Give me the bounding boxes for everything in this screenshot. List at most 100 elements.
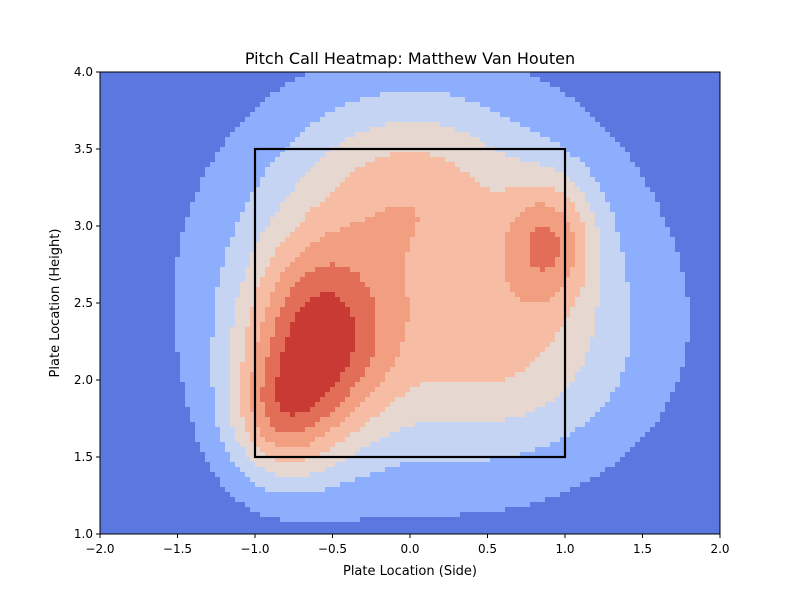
heat-cell (600, 217, 606, 223)
heat-cell (450, 242, 456, 248)
heat-cell (395, 267, 401, 273)
heat-cell (680, 132, 686, 138)
heat-cell (550, 227, 556, 233)
heat-cell (545, 217, 551, 223)
heat-cell (620, 72, 626, 78)
heat-cell (550, 197, 556, 203)
heat-cell (255, 262, 261, 268)
heat-cell (215, 212, 221, 218)
heat-cell (590, 207, 596, 213)
heat-cell (365, 97, 371, 103)
heat-cell (665, 257, 671, 263)
heat-cell (100, 132, 106, 138)
heat-cell (695, 87, 701, 93)
heat-cell (140, 162, 146, 168)
heat-cell (215, 77, 221, 83)
heat-cell (465, 257, 471, 263)
heat-cell (620, 132, 626, 138)
heat-cell (435, 82, 441, 88)
heat-cell (630, 127, 636, 133)
heat-cell (590, 242, 596, 248)
heat-cell (270, 232, 276, 238)
heat-cell (480, 197, 486, 203)
heat-cell (430, 162, 436, 168)
heat-cell (420, 77, 426, 83)
heat-cell (550, 142, 556, 148)
heat-cell (450, 72, 456, 78)
heat-cell (480, 177, 486, 183)
heat-cell (550, 207, 556, 213)
heat-cell (150, 87, 156, 93)
heat-cell (210, 92, 216, 98)
heat-cell (410, 152, 416, 158)
heat-cell (395, 257, 401, 263)
heat-cell (685, 252, 691, 258)
heat-cell (655, 117, 661, 123)
heat-cell (215, 267, 221, 273)
heat-cell (605, 167, 611, 173)
heat-cell (455, 127, 461, 133)
heat-cell (470, 217, 476, 223)
heat-cell (305, 182, 311, 188)
heat-cell (680, 82, 686, 88)
heat-cell (300, 127, 306, 133)
heat-cell (340, 187, 346, 193)
heat-cell (280, 152, 286, 158)
heat-cell (625, 162, 631, 168)
heat-cell (470, 267, 476, 273)
heat-cell (285, 127, 291, 133)
heat-cell (105, 147, 111, 153)
heat-cell (225, 162, 231, 168)
heat-cell (565, 227, 571, 233)
heat-cell (270, 77, 276, 83)
heat-cell (135, 87, 141, 93)
heat-cell (675, 247, 681, 253)
heat-cell (165, 272, 171, 278)
heat-cell (500, 82, 506, 88)
heat-cell (160, 247, 166, 253)
heat-cell (445, 92, 451, 98)
heat-cell (420, 232, 426, 238)
heat-cell (405, 217, 411, 223)
heat-cell (150, 202, 156, 208)
heat-cell (425, 102, 431, 108)
heat-cell (340, 112, 346, 118)
heat-cell (460, 107, 466, 113)
heat-cell (195, 107, 201, 113)
heat-cell (475, 247, 481, 253)
heat-cell (240, 142, 246, 148)
heat-cell (695, 217, 701, 223)
heat-cell (385, 187, 391, 193)
heat-cell (345, 187, 351, 193)
heat-cell (650, 132, 656, 138)
heat-cell (445, 132, 451, 138)
heat-cell (385, 197, 391, 203)
heat-cell (645, 222, 651, 228)
heat-cell (560, 222, 566, 228)
heat-cell (690, 182, 696, 188)
heat-cell (245, 102, 251, 108)
heat-cell (125, 212, 131, 218)
heat-cell (215, 217, 221, 223)
heat-cell (690, 72, 696, 78)
heat-cell (235, 207, 241, 213)
heat-cell (570, 257, 576, 263)
heat-cell (680, 147, 686, 153)
heat-cell (520, 107, 526, 113)
heat-cell (365, 87, 371, 93)
heat-cell (240, 257, 246, 263)
heat-cell (185, 207, 191, 213)
heat-cell (255, 127, 261, 133)
heat-cell (660, 122, 666, 128)
heat-cell (340, 127, 346, 133)
heat-cell (625, 152, 631, 158)
heat-cell (110, 77, 116, 83)
heat-cell (275, 87, 281, 93)
heat-cell (600, 122, 606, 128)
heat-cell (595, 102, 601, 108)
heat-cell (610, 102, 616, 108)
heat-cell (630, 117, 636, 123)
heat-cell (490, 177, 496, 183)
heat-cell (435, 177, 441, 183)
